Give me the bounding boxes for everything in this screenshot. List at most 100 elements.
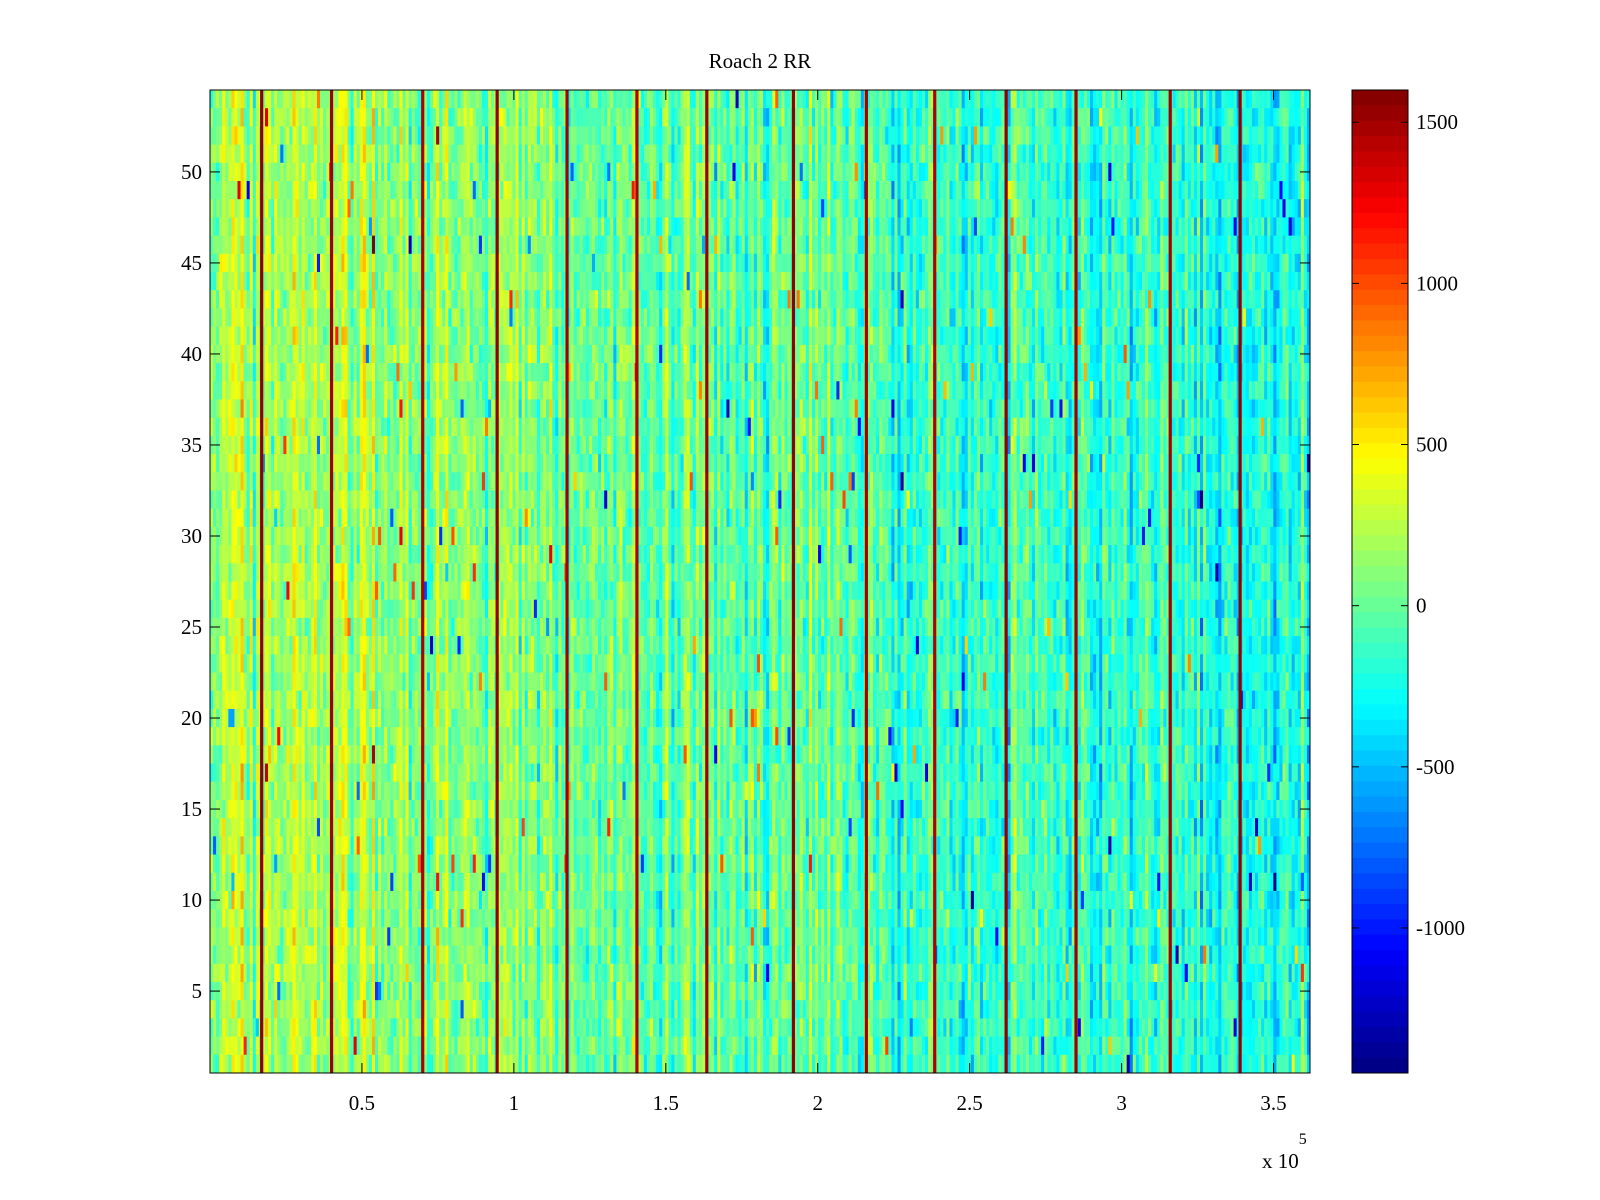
heatmap-cell xyxy=(980,144,984,164)
heatmap-cell xyxy=(1019,181,1024,200)
heatmap-cell xyxy=(585,253,590,273)
heatmap-cell xyxy=(888,144,892,164)
heatmap-cell xyxy=(821,144,825,164)
heatmap-cell xyxy=(585,126,590,146)
heatmap-cell xyxy=(808,326,813,346)
heatmap-cell xyxy=(943,162,947,182)
heatmap-cell xyxy=(1086,90,1091,109)
heatmap-cell xyxy=(1044,144,1048,164)
heatmap-cell xyxy=(436,217,440,237)
heatmap-cell xyxy=(1102,217,1106,237)
heatmap-cell xyxy=(225,272,229,291)
heatmap-cell xyxy=(1120,108,1125,127)
heatmap-cell xyxy=(1096,126,1100,146)
heatmap-cell xyxy=(540,290,544,309)
heatmap-cell xyxy=(1282,253,1286,273)
heatmap-cell xyxy=(436,181,440,200)
heatmap-cell xyxy=(1200,126,1204,146)
heatmap-cell xyxy=(698,199,703,218)
heatmap-cell xyxy=(558,108,562,127)
heatmap-cell xyxy=(341,326,345,346)
heatmap-cell xyxy=(1056,90,1060,109)
heatmap-cell xyxy=(781,308,785,328)
heatmap-cell xyxy=(824,235,828,255)
heatmap-cell xyxy=(1212,162,1216,182)
heatmap-cell xyxy=(662,199,666,218)
heatmap-cell xyxy=(481,290,486,309)
heatmap-cell xyxy=(1221,290,1225,309)
heatmap-cell xyxy=(1282,162,1286,182)
heatmap-cell xyxy=(335,290,339,309)
heatmap-cell xyxy=(766,162,770,182)
heatmap-cell xyxy=(512,126,516,146)
heatmap-cell xyxy=(1022,90,1027,109)
heatmap-cell xyxy=(1132,308,1137,328)
heatmap-cell xyxy=(1105,217,1109,237)
heatmap-cell xyxy=(1209,181,1213,200)
heatmap-cell xyxy=(1065,181,1070,200)
heatmap-cell xyxy=(998,108,1002,127)
heatmap-cell xyxy=(793,253,798,273)
heatmap-cell xyxy=(833,290,837,309)
heatmap-cell xyxy=(1077,326,1082,346)
heatmap-cell xyxy=(723,253,727,273)
heatmap-cell xyxy=(1077,308,1082,328)
heatmap-cell xyxy=(1160,126,1164,146)
heatmap-cell xyxy=(445,90,449,109)
heatmap-cell xyxy=(955,181,960,200)
heatmap-cell xyxy=(219,162,223,182)
heatmap-cell xyxy=(326,108,330,127)
heatmap-cell xyxy=(750,308,755,328)
heatmap-cell xyxy=(873,199,877,218)
heatmap-cell xyxy=(1105,90,1109,109)
heatmap-cell xyxy=(976,90,981,109)
heatmap-cell xyxy=(1236,290,1241,309)
heatmap-cell xyxy=(1099,108,1103,127)
heatmap-cell xyxy=(1187,308,1192,328)
heatmap-cell xyxy=(1248,144,1253,164)
heatmap-cell xyxy=(387,162,391,182)
heatmap-cell xyxy=(1187,253,1192,273)
heatmap-cell xyxy=(585,326,590,346)
heatmap-cell xyxy=(320,162,324,182)
heatmap-cell xyxy=(1193,217,1198,237)
heatmap-cell xyxy=(1013,235,1018,255)
heatmap-cell xyxy=(665,90,669,109)
heatmap-cell xyxy=(414,162,419,182)
heatmap-cell xyxy=(231,290,235,309)
heatmap-cell xyxy=(307,308,312,328)
heatmap-cell xyxy=(1212,308,1216,328)
heatmap-cell xyxy=(350,253,355,273)
heatmap-cell xyxy=(399,326,403,346)
heatmap-cell xyxy=(738,90,743,109)
heatmap-cell xyxy=(1126,181,1131,200)
heatmap-cell xyxy=(723,126,727,146)
heatmap-cell xyxy=(1151,199,1155,218)
heatmap-cell xyxy=(567,290,571,309)
heatmap-cell xyxy=(1184,144,1189,164)
heatmap-cell xyxy=(347,235,351,255)
heatmap-cell xyxy=(1022,272,1027,291)
heatmap-cell xyxy=(359,326,364,346)
heatmap-cell xyxy=(543,126,547,146)
heatmap-cell xyxy=(1132,162,1137,182)
heatmap-cell xyxy=(466,199,471,218)
heatmap-cell xyxy=(717,181,721,200)
heatmap-cell xyxy=(811,308,816,328)
heatmap-cell xyxy=(1047,108,1051,127)
heatmap-cell xyxy=(451,181,455,200)
heatmap-cell xyxy=(481,108,486,127)
heatmap-cell xyxy=(228,144,232,164)
heatmap-cell xyxy=(1065,272,1070,291)
heatmap-cell xyxy=(488,217,492,237)
heatmap-cell xyxy=(921,162,926,182)
heatmap-cell xyxy=(1022,326,1027,346)
heatmap-cell xyxy=(619,253,623,273)
heatmap-cell xyxy=(1175,308,1180,328)
heatmap-cell xyxy=(931,308,935,328)
heatmap-cell xyxy=(1166,126,1170,146)
heatmap-cell xyxy=(1206,253,1210,273)
heatmap-cell xyxy=(680,144,685,164)
heatmap-cell xyxy=(436,144,440,164)
heatmap-cell xyxy=(521,144,526,164)
